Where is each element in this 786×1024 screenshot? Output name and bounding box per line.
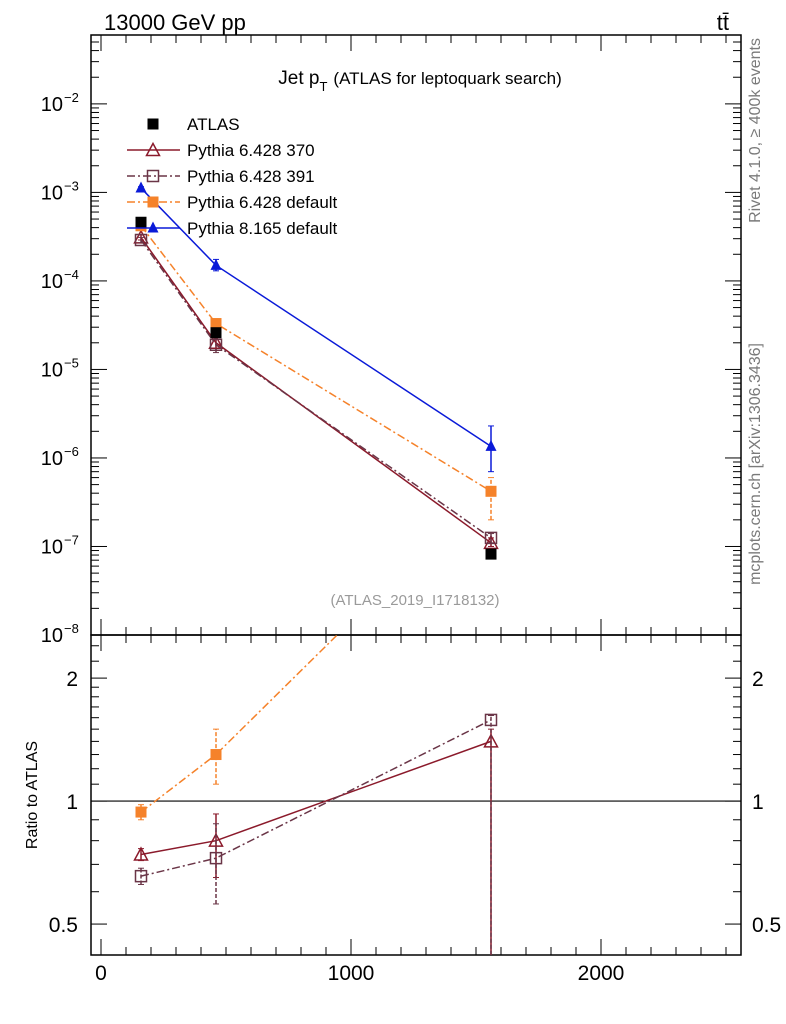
data-point <box>135 181 147 193</box>
series-pythia-6-428-370 <box>133 728 499 955</box>
data-point <box>145 141 161 157</box>
legend-item: Pythia 6.428 default <box>127 193 338 212</box>
y-tick-exponent: −7 <box>64 532 79 547</box>
ratio-y-tick-label: 1 <box>66 791 78 814</box>
process-label: tt̄ <box>717 10 729 35</box>
data-point <box>484 531 498 545</box>
data-point <box>146 169 160 183</box>
series-atlas <box>135 216 497 560</box>
series-pythia-6-428-default <box>135 220 497 521</box>
ratio-y-tick-label: 2 <box>66 668 78 691</box>
ratio-axis-ticks: 0.5 0.5 1 1 2 2 0 1000 2000 <box>49 635 781 985</box>
data-point <box>208 334 224 350</box>
y-tick-exponent: −5 <box>64 355 79 370</box>
data-point <box>147 118 159 130</box>
y-tick-label: 10 <box>41 94 63 116</box>
legend-item: Pythia 6.428 370 <box>127 141 315 160</box>
data-point <box>209 851 223 865</box>
series-line <box>140 239 492 539</box>
title-rest: (ATLAS for leptoquark search) <box>333 69 561 88</box>
y-tick-label: 10 <box>41 182 63 204</box>
y-tick-label: 10 <box>41 359 63 381</box>
y-tick-exponent: −8 <box>64 621 79 636</box>
y-tick-label: 10 <box>41 625 63 647</box>
legend-item: Pythia 8.165 default <box>127 219 338 238</box>
y-tick-label: 10 <box>41 448 63 470</box>
x-tick-label: 0 <box>95 962 107 985</box>
data-point <box>210 327 222 339</box>
x-tick-label: 1000 <box>328 962 375 985</box>
main-series-group <box>133 181 499 560</box>
data-point <box>209 338 223 352</box>
main-axis-ticks: 10−810−710−610−510−410−310−2 <box>41 34 741 647</box>
data-point <box>485 439 497 451</box>
series-pythia-6-428-391 <box>134 713 498 955</box>
ratio-y-tick-label: 0.5 <box>49 914 78 937</box>
data-point <box>134 869 148 883</box>
legend-label: Pythia 6.428 370 <box>187 141 315 160</box>
ratio-y-tick-label-right: 2 <box>752 668 764 691</box>
legend: ATLAS Pythia 6.428 370 Pythia 6.428 391 Pyt… <box>127 115 338 238</box>
data-point <box>210 749 222 761</box>
series-line <box>140 635 339 813</box>
series-line <box>140 225 492 492</box>
series-line <box>140 740 492 856</box>
y-tick-label: 10 <box>41 536 63 558</box>
legend-item: Pythia 6.428 391 <box>127 167 315 186</box>
data-point <box>133 846 149 861</box>
y-tick-label: 10 <box>41 271 63 293</box>
x-tick-label: 2000 <box>578 962 625 985</box>
plot-title: Jet pT (ATLAS for leptoquark search) <box>278 68 562 94</box>
data-point <box>485 548 497 560</box>
series-pythia-6-428-default <box>135 635 339 821</box>
ratio-panel-frame <box>90 634 742 956</box>
legend-label: Pythia 6.428 default <box>187 193 338 212</box>
data-point <box>483 534 499 550</box>
legend-label: ATLAS <box>187 115 240 134</box>
series-pythia-8-165-default <box>135 181 497 473</box>
legend-label: Pythia 8.165 default <box>187 219 338 238</box>
data-point <box>210 258 222 270</box>
series-pythia-6-428-391 <box>134 233 498 545</box>
legend-item: ATLAS <box>147 115 240 134</box>
series-pythia-6-428-370 <box>133 229 499 550</box>
ratio-ylabel: Ratio to ATLAS <box>24 741 41 849</box>
data-point <box>134 233 148 247</box>
data-point <box>135 216 147 228</box>
ratio-y-tick-label-right: 1 <box>752 791 764 814</box>
data-point <box>147 221 159 233</box>
y-tick-exponent: −4 <box>64 267 79 282</box>
data-point <box>484 713 498 727</box>
ratio-series-group <box>133 635 499 955</box>
y-tick-exponent: −6 <box>64 444 79 459</box>
y-tick-exponent: −3 <box>64 178 79 193</box>
data-point <box>485 485 497 497</box>
y-tick-exponent: −2 <box>64 90 79 105</box>
legend-label: Pythia 6.428 391 <box>187 167 315 186</box>
title-main: Jet p <box>278 68 319 89</box>
analysis-id: (ATLAS_2019_I1718132) <box>330 592 499 609</box>
data-point <box>135 806 147 818</box>
rivet-label: Rivet 4.1.0, ≥ 400k events <box>747 38 764 223</box>
series-line <box>140 236 492 544</box>
ratio-y-tick-label-right: 0.5 <box>752 914 781 937</box>
series-line <box>140 719 492 877</box>
data-point <box>147 196 159 208</box>
data-point <box>210 318 222 330</box>
mcplots-label: mcplots.cern.ch [arXiv:1306.3436] <box>747 343 764 585</box>
energy-label: 13000 GeV pp <box>104 10 246 35</box>
title-subscript: T <box>319 79 327 94</box>
